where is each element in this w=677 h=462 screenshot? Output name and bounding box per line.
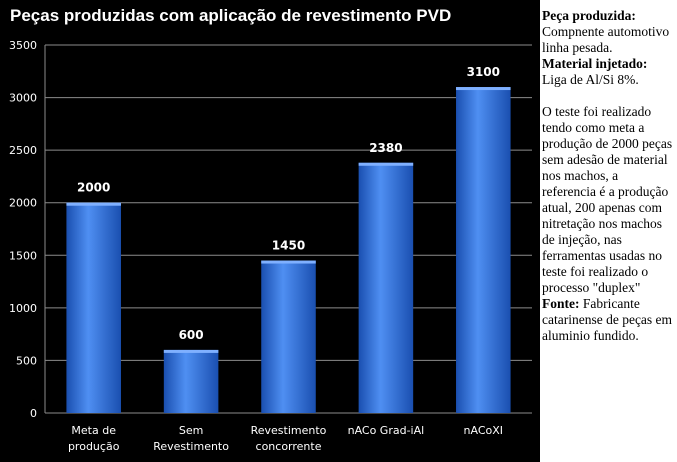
product-heading: Peça produzida:	[542, 8, 636, 23]
category-label: Sem Revestimento	[153, 424, 229, 453]
data-label: 2380	[369, 141, 402, 155]
bar	[358, 162, 414, 413]
side-note: Peça produzida: Compnente automotivo lin…	[542, 8, 675, 344]
y-tick-label: 500	[16, 354, 37, 367]
data-label: 1450	[272, 239, 305, 253]
bar	[163, 349, 219, 413]
data-label: 3100	[467, 65, 500, 79]
source-heading: Fonte:	[542, 296, 580, 311]
y-tick-label: 1000	[9, 302, 37, 315]
y-tick-label: 2500	[9, 144, 37, 157]
bar-top-highlight	[456, 87, 511, 91]
product-text: Compnente automotivo linha pesada.	[542, 24, 670, 55]
bars	[66, 87, 511, 414]
bar	[66, 202, 121, 413]
bar-top-highlight	[163, 349, 219, 353]
data-labels: 2000 600 1450 2380 3100	[77, 65, 500, 342]
data-label: 600	[179, 328, 204, 342]
y-axis: 0 500 1000 1500 2000 2500 3000 3500	[9, 39, 46, 420]
y-tick-label: 3500	[9, 39, 37, 52]
bar	[456, 87, 511, 414]
category-label: Meta de produção	[68, 424, 120, 453]
data-label: 2000	[77, 181, 110, 195]
category-label: Revestimento concorrente	[251, 424, 327, 453]
source-text: Fabricante catarinense de peças em alumi…	[542, 296, 673, 343]
y-tick-label: 1500	[9, 249, 37, 262]
material-heading: Material injetado:	[542, 56, 648, 71]
category-label: nACo Grad-iAl	[348, 424, 425, 437]
category-labels: Meta de produção Sem Revestimento Revestimen…	[68, 424, 503, 453]
bar-top-highlight	[66, 202, 121, 206]
bar	[261, 260, 316, 413]
test-description: O teste foi realizado tendo como meta a …	[542, 104, 673, 295]
y-tick-label: 2000	[9, 197, 37, 210]
material-text: Liga de Al/Si 8%.	[542, 72, 639, 87]
category-label: nACoXI	[464, 424, 504, 437]
bar-top-highlight	[358, 162, 414, 166]
y-tick-label: 3000	[9, 92, 37, 105]
chart-panel: Peças produzidas com aplicação de revest…	[0, 0, 540, 462]
chart-title: Peças produzidas com aplicação de revest…	[10, 6, 452, 25]
y-tick-label: 0	[30, 407, 37, 420]
bar-chart: 0 500 1000 1500 2000 2500 3000 3500 2000 600 1450…	[9, 39, 532, 453]
bar-top-highlight	[261, 260, 316, 264]
